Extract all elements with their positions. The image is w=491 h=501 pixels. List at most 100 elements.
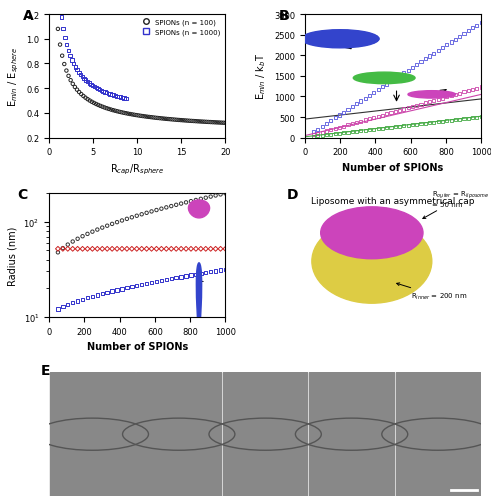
Point bbox=[366, 127, 374, 135]
Point bbox=[56, 42, 64, 50]
Point bbox=[219, 119, 227, 127]
Point bbox=[69, 238, 77, 246]
Point bbox=[438, 118, 446, 126]
Point bbox=[103, 289, 111, 297]
Point bbox=[88, 245, 96, 254]
Point bbox=[212, 268, 219, 276]
Point bbox=[452, 117, 460, 125]
Point bbox=[215, 119, 223, 127]
Point bbox=[374, 113, 382, 121]
Point bbox=[152, 114, 160, 122]
Point bbox=[430, 97, 438, 105]
Point bbox=[108, 245, 116, 254]
Point bbox=[391, 108, 399, 116]
Point bbox=[143, 209, 151, 217]
Point bbox=[357, 118, 365, 126]
Point bbox=[318, 129, 326, 137]
Point bbox=[158, 245, 165, 254]
Point bbox=[75, 69, 83, 77]
Point bbox=[221, 120, 229, 128]
Point bbox=[54, 26, 62, 34]
Point bbox=[188, 118, 195, 126]
Point bbox=[192, 118, 200, 126]
Point bbox=[128, 283, 136, 291]
Point bbox=[167, 245, 175, 254]
Point bbox=[133, 112, 140, 120]
Point bbox=[82, 95, 89, 103]
Text: R$_{outer}$ = R$_{liposome}$
= 50 nm: R$_{outer}$ = R$_{liposome}$ = 50 nm bbox=[423, 189, 489, 219]
Point bbox=[426, 98, 434, 106]
Point bbox=[98, 245, 106, 254]
Point bbox=[438, 45, 446, 53]
Ellipse shape bbox=[354, 73, 415, 85]
Point bbox=[447, 39, 455, 47]
Point bbox=[173, 117, 181, 125]
Point bbox=[464, 115, 472, 123]
Point bbox=[65, 73, 73, 81]
Point bbox=[426, 120, 434, 128]
Point bbox=[198, 118, 206, 126]
Point bbox=[426, 53, 434, 61]
Point bbox=[327, 127, 335, 135]
Point bbox=[314, 126, 322, 134]
Point bbox=[68, 57, 76, 65]
Point bbox=[93, 245, 101, 254]
Y-axis label: E$_{min}$ / k$_b$T: E$_{min}$ / k$_b$T bbox=[255, 53, 269, 100]
Point bbox=[177, 274, 185, 282]
Point bbox=[192, 271, 200, 279]
Point bbox=[57, 14, 65, 22]
Point bbox=[209, 119, 217, 127]
Point bbox=[93, 226, 101, 234]
Point bbox=[168, 116, 176, 124]
Point bbox=[396, 107, 404, 115]
Point bbox=[318, 132, 326, 140]
Point bbox=[61, 34, 69, 42]
Point bbox=[473, 85, 481, 93]
Circle shape bbox=[301, 31, 379, 49]
Point bbox=[154, 115, 162, 123]
Point bbox=[211, 119, 219, 127]
Point bbox=[141, 113, 149, 121]
Point bbox=[133, 212, 141, 220]
Point bbox=[88, 228, 96, 236]
Point bbox=[335, 112, 343, 120]
Point bbox=[77, 91, 85, 99]
Point bbox=[430, 50, 438, 58]
Point bbox=[366, 92, 374, 100]
Point bbox=[187, 272, 195, 280]
Point bbox=[314, 130, 322, 138]
Point bbox=[212, 245, 219, 254]
Point bbox=[166, 116, 174, 124]
Point bbox=[113, 245, 121, 254]
Point bbox=[64, 245, 72, 254]
Point bbox=[120, 110, 128, 118]
Point bbox=[156, 115, 164, 123]
Point bbox=[335, 130, 343, 138]
Point bbox=[314, 133, 322, 141]
Bar bbox=[396, 373, 480, 496]
Point bbox=[108, 91, 116, 99]
Point bbox=[435, 47, 442, 55]
Point bbox=[71, 84, 79, 92]
Point bbox=[153, 206, 161, 214]
Point bbox=[197, 270, 205, 278]
Point bbox=[409, 64, 416, 72]
Point bbox=[73, 67, 81, 75]
Point bbox=[202, 245, 210, 254]
Point bbox=[192, 196, 200, 204]
Point bbox=[87, 81, 95, 89]
Point bbox=[79, 74, 86, 82]
Point bbox=[379, 112, 386, 120]
Point bbox=[192, 245, 200, 254]
Point bbox=[221, 190, 229, 198]
Point bbox=[452, 36, 460, 44]
Point bbox=[361, 117, 369, 125]
Point bbox=[421, 100, 429, 108]
Point bbox=[469, 86, 477, 94]
Text: C: C bbox=[17, 188, 27, 202]
Point bbox=[105, 106, 113, 114]
Point bbox=[79, 233, 86, 241]
Point bbox=[149, 114, 157, 122]
Point bbox=[391, 124, 399, 132]
Point bbox=[357, 128, 365, 136]
